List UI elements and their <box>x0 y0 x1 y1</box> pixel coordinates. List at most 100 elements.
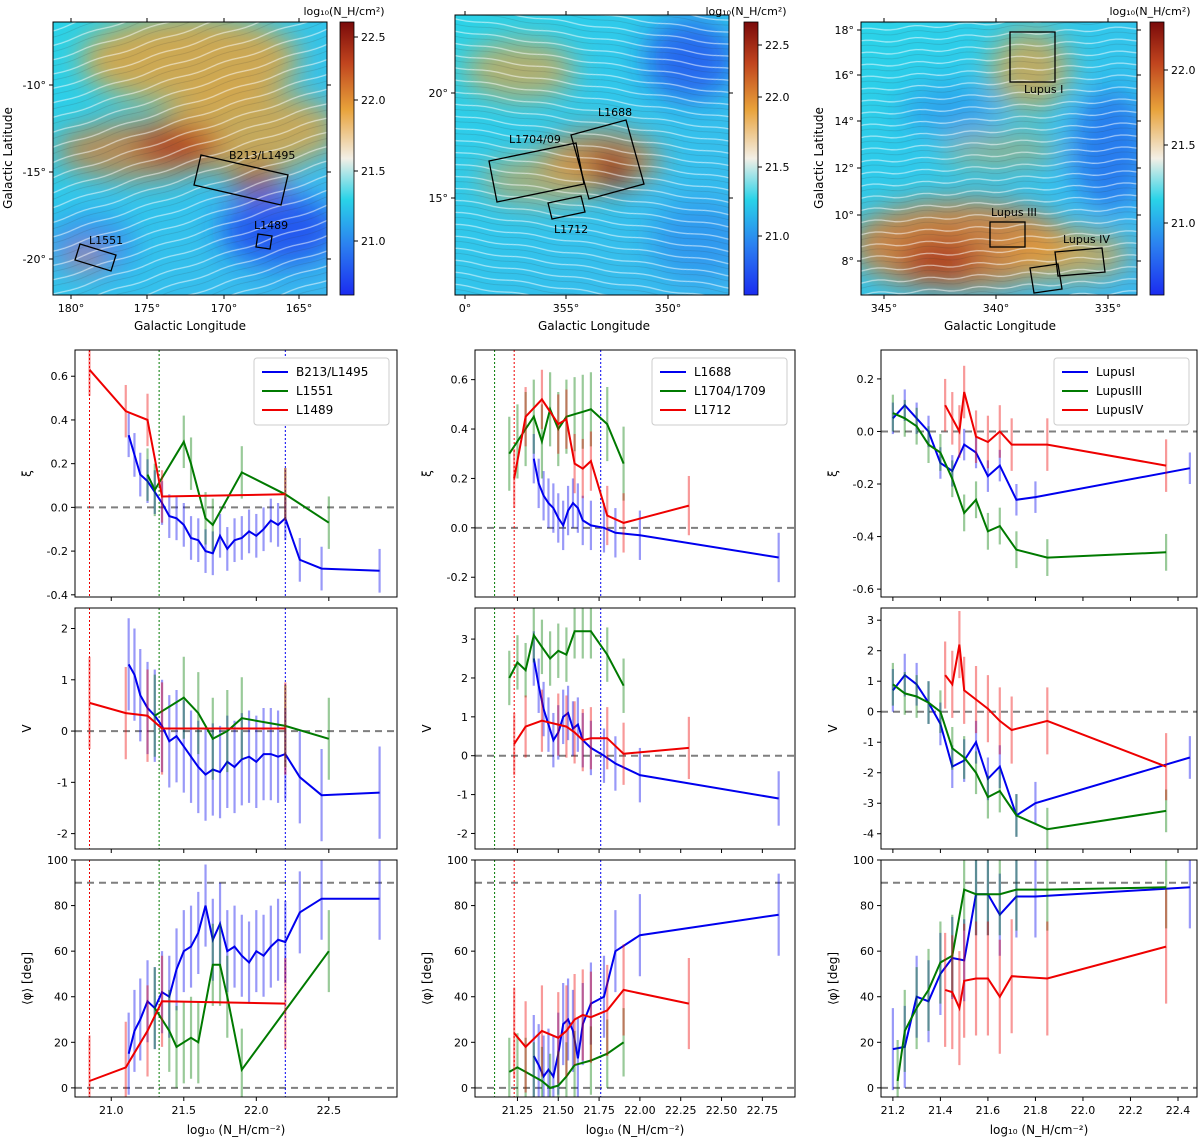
series-line <box>127 897 380 1054</box>
y-tick-label: 20° <box>429 87 449 100</box>
y-tick-label: 100 <box>447 854 468 867</box>
y-axis-label: ξ <box>826 470 840 477</box>
region-box <box>547 195 586 220</box>
y-tick-label: 20 <box>860 1036 874 1049</box>
plot-area <box>881 611 1197 849</box>
series-l1551 <box>153 910 330 1097</box>
y-tick-label: 12° <box>835 162 855 175</box>
y-tick-label: 60 <box>860 945 874 958</box>
region-box <box>1009 31 1056 83</box>
colorbar <box>743 21 759 296</box>
y-axis-label: V <box>420 724 434 733</box>
axes-frame <box>474 859 796 1098</box>
y-tick-label: 40 <box>454 991 468 1004</box>
series-l1489 <box>88 955 287 1097</box>
x-tick-label: 21.50 <box>543 1104 575 1117</box>
y-tick-label: 0.2 <box>857 373 875 386</box>
series-line <box>89 701 286 730</box>
series-line <box>532 658 779 800</box>
series-line <box>89 1000 286 1082</box>
x-tick-label: 22.75 <box>747 1104 779 1117</box>
y-tick-label: 0 <box>61 1082 68 1095</box>
series-l1688 <box>532 631 780 826</box>
legend-label: L1489 <box>296 403 333 417</box>
x-axis-label: Galactic Longitude <box>538 319 650 333</box>
series-lupusiii <box>896 860 1168 1097</box>
colorbar <box>1149 21 1165 296</box>
axes-frame <box>74 859 398 1098</box>
y-tick-label: 1 <box>867 675 874 688</box>
y-tick-label: 2 <box>61 623 68 636</box>
series-l1712 <box>513 689 690 785</box>
legend-label: L1704/1709 <box>694 384 766 398</box>
series-lupusi <box>891 860 1191 1091</box>
y-tick-label: -1 <box>863 736 874 749</box>
x-tick-label: 21.6 <box>976 1104 1001 1117</box>
y-tick-label: 0.2 <box>51 458 69 471</box>
x-axis-label: log₁₀ (N_H/cm⁻²) <box>990 1123 1089 1137</box>
y-tick-label: 0 <box>867 706 874 719</box>
y-tick-label: -10° <box>23 79 46 92</box>
series-l1551 <box>153 656 330 780</box>
map-ophiuchus: L1688 L1704/09 L1712 0° 355° 350° 20° 15… <box>429 5 790 333</box>
y-tick-label: -2 <box>863 767 874 780</box>
y-tick-label: 40 <box>54 991 68 1004</box>
series-l1489 <box>88 350 287 523</box>
series-line <box>892 886 1190 1051</box>
x-tick-label: 345° <box>871 302 898 315</box>
x-axis-label: Galactic Longitude <box>134 319 246 333</box>
series-line <box>146 439 330 527</box>
y-axis-label: ⟨φ⟩ [deg] <box>826 952 840 1005</box>
y-tick-label: 0 <box>867 1082 874 1095</box>
y-tick-label: 2 <box>461 672 468 685</box>
series-l1551 <box>146 415 330 552</box>
y-tick-label: 1 <box>461 711 468 724</box>
x-tick-label: 21.75 <box>583 1104 615 1117</box>
legend: LupusI LupusIII LupusIV <box>1053 357 1190 426</box>
y-tick-label: 18° <box>835 24 855 37</box>
colorbar-tick-label: 22.0 <box>361 94 386 107</box>
x-tick-label: 22.00 <box>624 1104 656 1117</box>
region-box <box>989 221 1026 248</box>
series-line <box>892 673 1191 817</box>
series-lupusi <box>891 389 1191 516</box>
series-l1712 <box>513 369 690 553</box>
series-lupusiv <box>944 611 1168 801</box>
y-tick-label: 10° <box>835 209 855 222</box>
axes-frame <box>74 349 398 598</box>
series-line <box>532 458 779 559</box>
y-tick-label: -1 <box>57 776 68 789</box>
series-line <box>508 1041 625 1090</box>
y-tick-label: 20 <box>454 1036 468 1049</box>
series-line <box>892 412 1167 559</box>
plot-area <box>75 608 397 849</box>
x-tick-label: 355° <box>553 302 580 315</box>
y-tick-label: 20 <box>54 1036 68 1049</box>
region-label: L1551 <box>89 234 123 247</box>
legend-box <box>253 357 390 426</box>
x-tick-label: 22.0 <box>244 1104 269 1117</box>
panel-V-3: -4 -3 -2 -1 0 1 2 3 V <box>826 607 1198 853</box>
y-tick-label: 0.6 <box>451 374 469 387</box>
x-tick-label: 22.0 <box>1071 1104 1096 1117</box>
colorbar-tick-label: 22.5 <box>361 31 386 44</box>
y-tick-label: 0.0 <box>451 522 469 535</box>
y-axis-label: Galactic Latitude <box>1 107 15 209</box>
y-tick-label: 0 <box>61 725 68 738</box>
plot-area <box>475 350 795 597</box>
y-tick-label: -4 <box>863 828 874 841</box>
x-axis-label: log₁₀ (N_H/cm⁻²) <box>586 1123 685 1137</box>
y-tick-label: 0 <box>461 750 468 763</box>
x-tick-label: 0° <box>459 302 472 315</box>
y-tick-label: 100 <box>853 854 874 867</box>
panel-xi-2: -0.2 0.0 0.2 0.4 0.6 ξ L1688 L1704/1709 L1712 <box>420 349 796 601</box>
series-line <box>892 403 1191 501</box>
legend-label: L1551 <box>296 384 333 398</box>
region-box <box>255 233 273 250</box>
legend-label: LupusIII <box>1096 384 1142 398</box>
series-line <box>508 630 625 687</box>
series-l1688 <box>532 873 780 1097</box>
legend-label: LupusIV <box>1096 403 1144 417</box>
colorbar-title: log₁₀(N_H/cm²) <box>1109 5 1190 18</box>
series-line <box>896 886 1167 1082</box>
